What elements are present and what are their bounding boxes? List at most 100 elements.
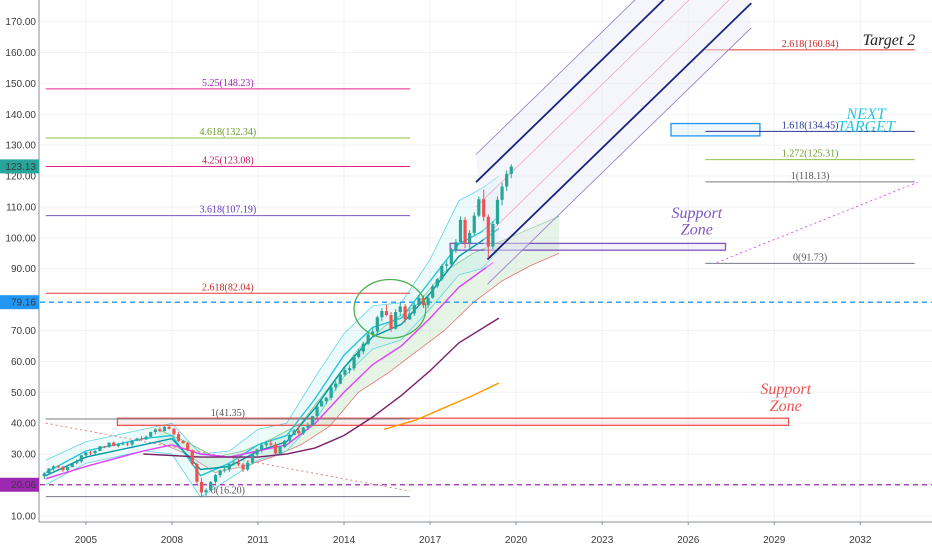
candle-body — [440, 265, 444, 280]
candle-body — [167, 426, 171, 429]
candle-body — [209, 481, 213, 491]
candle-body — [112, 442, 116, 447]
candle-body — [301, 427, 305, 434]
y-tick-label: 90.00 — [11, 264, 36, 275]
candle-body — [491, 223, 495, 247]
candle-body — [297, 430, 301, 434]
candle-body — [199, 481, 204, 493]
candle-body — [79, 455, 83, 462]
candle-body — [371, 331, 375, 335]
fib-level-label: 2.618(160.84) — [782, 39, 839, 50]
candle-body — [65, 467, 70, 471]
candle-body — [158, 429, 162, 432]
candle-body — [417, 298, 421, 305]
candle-body — [88, 452, 93, 454]
target-dotted — [716, 181, 918, 263]
candle-body — [75, 461, 79, 464]
candle-body — [421, 298, 426, 306]
y-axis-bg — [0, 0, 39, 550]
candle-body — [320, 401, 324, 407]
candle-body — [384, 311, 389, 316]
candle-body — [42, 473, 46, 477]
cloud-fill — [157, 216, 560, 473]
candle-body — [250, 454, 255, 463]
y-tick-label: 170.00 — [5, 17, 36, 28]
candle-body — [310, 416, 315, 426]
gridlines — [40, 0, 932, 522]
candle-body — [500, 186, 504, 200]
candle-body — [121, 443, 125, 445]
candle-body — [495, 199, 500, 224]
pitchfork-median-lower — [486, 2, 752, 261]
price-badge — [0, 159, 39, 174]
candle-body — [458, 219, 463, 243]
candle-body — [352, 357, 356, 369]
candle-body — [241, 464, 245, 470]
price-badge-label: 79.16 — [11, 298, 36, 309]
candle-body — [130, 440, 134, 445]
candle-body — [269, 443, 273, 445]
candle-body — [144, 436, 148, 440]
candle-body — [176, 434, 181, 442]
chart-annotation: NEXT — [845, 106, 886, 123]
candle-body — [116, 444, 120, 447]
chart-annotation: TARGET — [837, 118, 896, 135]
candle-body — [292, 430, 296, 435]
candle-body — [232, 462, 236, 465]
ma-200 — [384, 382, 500, 430]
ma-50 — [45, 261, 494, 480]
fib-level-label: 3.618(107.19) — [200, 205, 257, 216]
y-tick-label: 110.00 — [6, 202, 36, 213]
ma-100 — [143, 317, 500, 458]
candle-body — [412, 304, 416, 314]
x-tick-label: 2017 — [419, 535, 442, 546]
fib-level-label: 1(118.13) — [791, 171, 830, 182]
candle-body — [468, 232, 472, 244]
candle-body — [287, 434, 292, 441]
candle-body — [172, 428, 176, 435]
y-tick-label: 60.00 — [11, 357, 36, 368]
x-tick-label: 2026 — [677, 535, 700, 546]
x-tick-label: 2005 — [75, 535, 98, 546]
candle-body — [486, 216, 490, 247]
fib-level-label: 4.618(132.34) — [200, 127, 257, 138]
price-badge — [0, 295, 39, 310]
candle-body — [98, 446, 102, 451]
price-badge — [0, 477, 39, 492]
y-tick-label: 100.00 — [5, 233, 36, 244]
y-tick-label: 70.00 — [11, 326, 36, 337]
x-axis-bg — [0, 522, 932, 550]
ema-medium — [45, 228, 500, 477]
candle-body — [509, 166, 513, 174]
candle-body — [477, 199, 481, 216]
candle-body — [149, 432, 153, 437]
fib-level-label: 2.618(82.04) — [202, 282, 254, 293]
candle-body — [204, 490, 208, 493]
chart-annotation: Support — [671, 205, 722, 222]
y-tick-label: 130.00 — [5, 141, 36, 152]
fib-level-label: 4.25(123.08) — [202, 156, 254, 167]
candle-body — [315, 406, 319, 417]
candle-body — [334, 383, 338, 388]
y-tick-label: 50.00 — [11, 388, 36, 399]
fibonacci-levels: 5.25(148.23) 4.618(132.34) 4.25(123.08) 3.6… — [45, 39, 915, 498]
candle-body — [162, 426, 167, 432]
x-tick-label: 2008 — [161, 535, 184, 546]
candle-body — [398, 306, 402, 312]
candle-body — [454, 242, 458, 250]
chart-annotation: Zone — [681, 222, 713, 239]
candle-body — [264, 443, 268, 446]
fib-level-label: 5.25(148.23) — [202, 78, 254, 89]
price-badge-label: 20.06 — [11, 480, 36, 491]
candle-body — [51, 466, 56, 469]
candle-body — [213, 475, 218, 482]
candle-body — [56, 466, 60, 468]
candlesticks — [42, 164, 513, 497]
candle-body — [361, 343, 365, 352]
candle-body — [227, 464, 231, 470]
candle-body — [403, 306, 407, 320]
candle-body — [329, 387, 333, 398]
